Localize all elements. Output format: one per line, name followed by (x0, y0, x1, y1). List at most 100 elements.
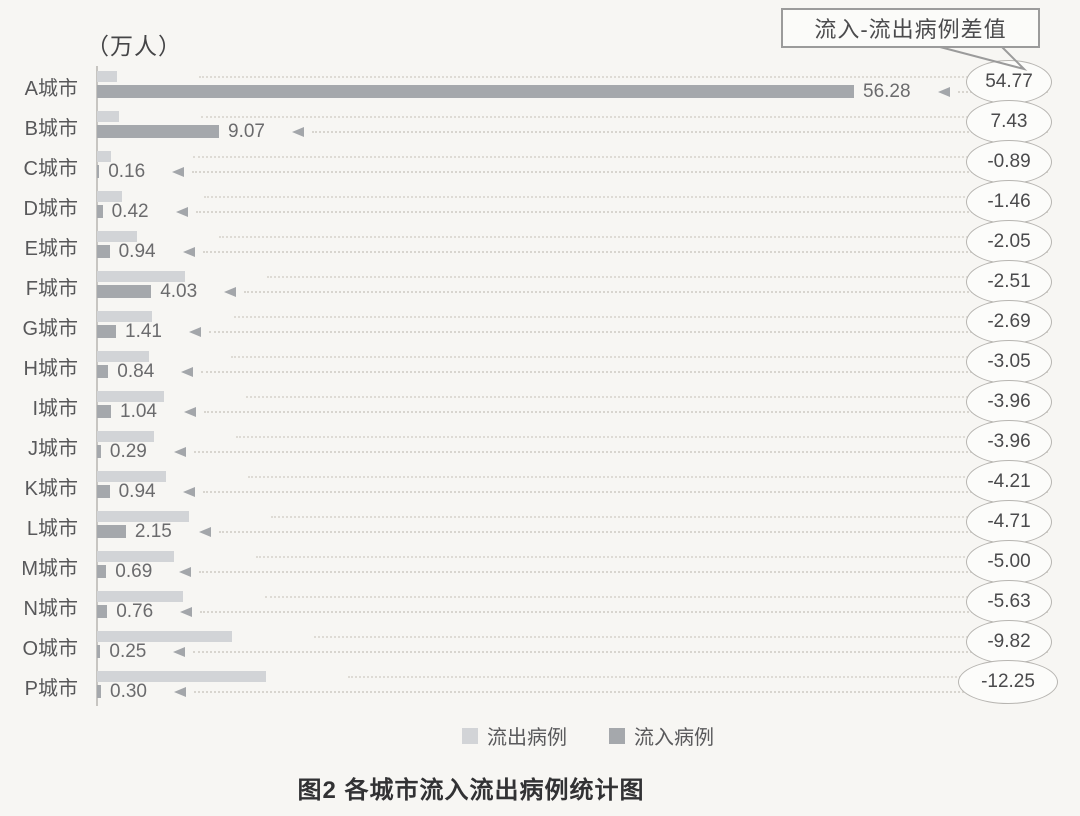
outflow-bar (97, 431, 155, 442)
inflow-bar (97, 525, 126, 538)
leader-dotted-line (219, 235, 1048, 238)
left-arrow-icon (172, 166, 185, 177)
left-arrow-icon (181, 366, 194, 377)
leader-dotted-line (314, 635, 1048, 638)
leader-dotted-line (193, 690, 1048, 693)
inflow-value-label: 0.84 (117, 361, 155, 382)
category-label: N城市 (23, 597, 78, 620)
diff-value-badge: -3.96 (966, 380, 1052, 424)
leader-dotted-line (347, 675, 1048, 678)
chart-title: 图2 各城市流入流出病例统计图 (297, 777, 645, 804)
outflow-bar (97, 271, 185, 282)
inflow-swatch-icon (609, 727, 625, 744)
inflow-bar (97, 285, 152, 298)
outflow-bar (97, 511, 190, 522)
inflow-bar (97, 325, 116, 338)
category-label: J城市 (28, 437, 78, 460)
outflow-bar-line (97, 151, 1048, 162)
leader-dotted-line (200, 610, 1048, 613)
legend: 流出病例 流入病例 (0, 721, 1080, 750)
outflow-bar (97, 391, 165, 402)
leader-dotted-line (193, 450, 1048, 453)
leader-dotted-line (199, 570, 1048, 573)
outflow-bar (97, 631, 233, 642)
left-arrow-icon (173, 646, 186, 657)
leader-dotted-line (231, 355, 1048, 358)
leader-dotted-line (201, 370, 1048, 373)
bar-row: K城市 0.94 (0, 466, 1080, 506)
inflow-bar-line: 0.84 (97, 361, 1048, 382)
bar-row: O城市 0.25 (0, 626, 1080, 666)
leader-dotted-line (248, 475, 1048, 478)
left-arrow-icon (179, 566, 192, 577)
outflow-bar (97, 191, 123, 202)
inflow-value-label: 0.76 (116, 601, 154, 622)
leader-dotted-line (202, 490, 1048, 493)
category-label: G城市 (22, 317, 78, 340)
left-arrow-icon (188, 326, 201, 337)
left-arrow-icon (291, 126, 304, 137)
inflow-value-label: 0.16 (108, 161, 146, 182)
bar-row: J城市 0.29 (0, 426, 1080, 466)
leader-dotted-line (203, 410, 1048, 413)
leader-dotted-line (236, 435, 1048, 438)
inflow-bar (97, 85, 854, 98)
inflow-bar-line: 0.29 (97, 441, 1048, 462)
leader-dotted-line (267, 275, 1048, 278)
inflow-bar (97, 685, 101, 698)
outflow-swatch-icon (462, 727, 478, 744)
diff-value-badge: -9.82 (966, 620, 1052, 664)
bar-row: M城市 0.69 (0, 546, 1080, 586)
diff-value-badge: -2.05 (966, 220, 1052, 264)
category-label: P城市 (24, 677, 78, 700)
inflow-bar-line: 0.94 (97, 241, 1048, 262)
inflow-bar-line: 1.04 (97, 402, 1048, 421)
legend-label-outflow: 流出病例 (487, 727, 567, 749)
outflow-bar-line (97, 671, 1048, 682)
inflow-value-label: 0.30 (110, 681, 147, 702)
bar-row: G城市 1.41 (0, 306, 1080, 346)
inflow-value-label: 9.07 (228, 121, 265, 142)
callout-tail-icon (939, 46, 1028, 71)
bar-row: L城市 2.15 (0, 506, 1080, 546)
outflow-bar-line (97, 511, 1048, 522)
inflow-bar (97, 565, 107, 578)
leader-dotted-line (218, 530, 1048, 533)
diff-value-badge: -5.00 (966, 540, 1052, 584)
outflow-bar (97, 591, 183, 602)
inflow-bar (97, 245, 110, 258)
leader-dotted-line (201, 115, 1048, 118)
inflow-bar-line: 0.76 (97, 601, 1048, 622)
inflow-value-label: 2.15 (134, 521, 172, 542)
legend-item-inflow: 流入病例 (609, 721, 714, 750)
inflow-bar (97, 645, 101, 658)
outflow-bar (97, 151, 112, 162)
outflow-bar-line (97, 391, 1048, 402)
outflow-bar-line (97, 71, 1048, 82)
left-arrow-icon (183, 406, 196, 417)
outflow-bar-line (97, 551, 1048, 562)
left-arrow-icon (937, 86, 950, 97)
outflow-bar (97, 351, 150, 362)
inflow-bar (97, 365, 109, 378)
inflow-value-label: 1.41 (125, 321, 162, 342)
leader-dotted-line (311, 130, 1048, 133)
diff-value-badge: -3.05 (966, 340, 1052, 384)
inflow-value-label: 0.94 (118, 241, 156, 262)
inflow-bar (97, 605, 108, 618)
bar-row: H城市 0.84 (0, 346, 1080, 386)
inflow-bar-line: 0.94 (97, 482, 1048, 501)
y-axis-line (96, 66, 98, 706)
inflow-bar (97, 445, 101, 458)
outflow-bar-line (97, 191, 1048, 202)
bar-row: A城市 56.28 (0, 66, 1080, 106)
outflow-bar (97, 71, 118, 82)
diff-value-badge: -2.51 (966, 260, 1052, 304)
outflow-bar (97, 231, 138, 242)
outflow-bar-line (97, 311, 1048, 322)
inflow-value-label: 0.29 (109, 441, 147, 462)
legend-item-outflow: 流出病例 (462, 721, 567, 750)
leader-dotted-line (193, 650, 1048, 653)
leader-dotted-line (255, 555, 1048, 558)
